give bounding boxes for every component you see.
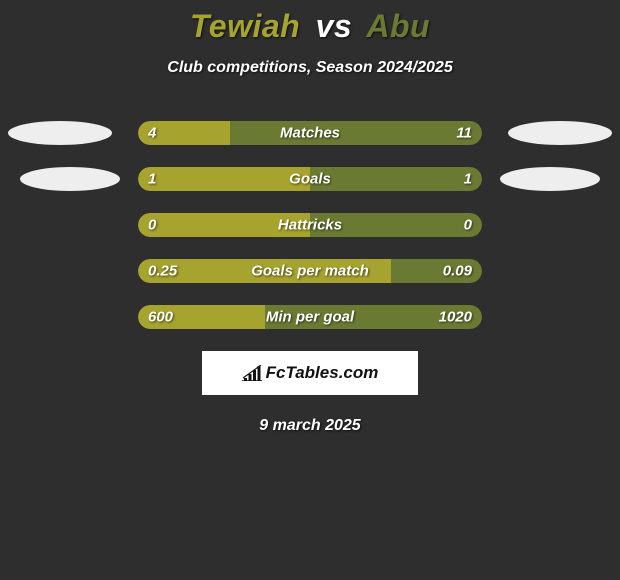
subtitle: Club competitions, Season 2024/2025 (0, 59, 620, 77)
stat-bar: Goals per match 0.25 0.09 (138, 259, 482, 283)
stat-bar-right (230, 121, 482, 145)
stat-bar-right (310, 167, 482, 191)
title-player1: Tewiah (190, 8, 300, 44)
stat-value-right: 1 (464, 171, 472, 188)
page-title: Tewiah vs Abu (0, 8, 620, 45)
stat-bar: Goals 1 1 (138, 167, 482, 191)
title-vs: vs (316, 8, 353, 44)
stat-bar: Hattricks 0 0 (138, 213, 482, 237)
stat-label: Goals (289, 171, 331, 188)
team-ellipse-left (20, 167, 120, 191)
team-ellipse-right (508, 121, 612, 145)
container: Tewiah vs Abu Club competitions, Season … (0, 0, 620, 435)
stat-label: Hattricks (278, 217, 342, 234)
stats-area: Matches411Goals11Hattricks00Goals per ma… (0, 121, 620, 329)
stat-value-right: 11 (456, 125, 472, 142)
stat-value-left: 4 (148, 125, 156, 142)
stat-row: Min per goal 600 1020 (0, 305, 620, 329)
stat-row: Goals 1 1 (0, 167, 620, 191)
stat-label: Min per goal (266, 309, 354, 326)
stat-row: Matches 4 11 (0, 121, 620, 145)
stat-bar: Matches 4 11 (138, 121, 482, 145)
date-text: 9 march 2025 (0, 417, 620, 435)
stat-value-left: 0 (148, 217, 156, 234)
stat-row: Goals per match 0.25 0.09 (0, 259, 620, 283)
stat-value-right: 0 (464, 217, 472, 234)
stat-value-left: 1 (148, 171, 156, 188)
barchart-icon (242, 365, 262, 381)
stat-bar: Min per goal 600 1020 (138, 305, 482, 329)
stat-value-right: 0.09 (443, 263, 472, 280)
stat-label: Matches (280, 125, 340, 142)
team-ellipse-left (8, 121, 112, 145)
stat-row: Hattricks 0 0 (0, 213, 620, 237)
brand-text: FcTables.com (266, 363, 379, 383)
brand-inner: FcTables.com (242, 363, 379, 383)
stat-bar-left (138, 167, 310, 191)
stat-label: Goals per match (251, 263, 369, 280)
stat-value-left: 600 (148, 309, 173, 326)
stat-value-left: 0.25 (148, 263, 177, 280)
stat-value-right: 1020 (439, 309, 472, 326)
brand-box: FcTables.com (202, 351, 418, 395)
title-player2: Abu (366, 8, 430, 44)
team-ellipse-right (500, 167, 600, 191)
